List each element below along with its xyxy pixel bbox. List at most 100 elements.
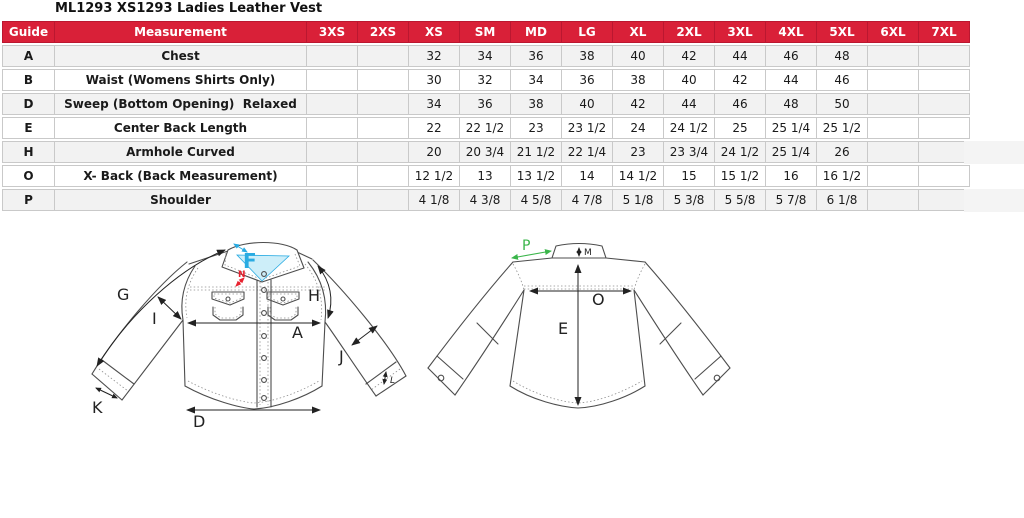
diagram-label-cuff-height: L [390,376,395,386]
measurement-cell: X- Back (Back Measurement) [55,165,307,187]
shoulder-to-armpit-arrow [157,296,182,320]
size-cell: 50 [817,93,868,115]
size-cell [868,189,919,211]
diagram-label-sleeve-width: J [338,347,344,366]
size-cell: 44 [766,69,817,91]
left-chest-pocket [211,291,245,321]
column-header: 2XL [664,21,715,43]
size-cell: 40 [613,45,664,67]
size-cell: 15 [664,165,715,187]
diagram-label-armhole: H [308,286,320,305]
guide-cell: B [2,69,55,91]
size-cell: 24 1/2 [664,117,715,139]
size-cell: 4 7/8 [562,189,613,211]
column-header: Guide [2,21,55,43]
table-row: D Sweep (Bottom Opening) Relaxed 34 36 38 40 4… [2,93,970,115]
size-cell: 5 3/8 [664,189,715,211]
guide-cell: H [2,141,55,163]
cuff-opening-arrow [95,387,118,399]
back-measurements: P M O E [511,238,632,406]
size-cell [919,69,970,91]
size-cell: 34 [460,45,511,67]
size-cell: 25 1/4 [766,117,817,139]
size-cell: 48 [817,45,868,67]
size-cell [919,93,970,115]
column-header: 7XL [919,21,970,43]
size-cell [919,189,970,211]
size-cell: 22 1/4 [562,141,613,163]
size-cell [307,45,358,67]
size-cell [358,189,409,211]
table-row: H Armhole Curved 20 20 3/4 21 1/2 22 1/4 23 23 … [2,141,970,163]
diagram-label-cuff-opening: K [92,398,103,417]
size-cell [307,141,358,163]
size-cell: 48 [766,93,817,115]
size-cell: 16 [766,165,817,187]
column-header: 5XL [817,21,868,43]
column-header: 4XL [766,21,817,43]
size-table: Guide Measurement 3XS 2XS XS SM MD LG XL 2XL 3XL 4X… [2,19,970,213]
table-row: P Shoulder 4 1/8 4 3/8 4 5/8 4 7/8 5 1/8 5 3/8 5… [2,189,970,211]
size-cell: 36 [511,45,562,67]
column-header: SM [460,21,511,43]
size-cell: 26 [817,141,868,163]
measurement-cell: Waist (Womens Shirts Only) [55,69,307,91]
size-cell: 42 [613,93,664,115]
size-cell [868,69,919,91]
front-measurements: G I F N H A J K L D [92,243,395,431]
column-header: 6XL [868,21,919,43]
column-header: Measurement [55,21,307,43]
size-cell: 20 3/4 [460,141,511,163]
size-cell [307,189,358,211]
measurement-cell: Shoulder [55,189,307,211]
measurement-cell: Sweep (Bottom Opening) Relaxed [55,93,307,115]
size-cell [307,117,358,139]
size-cell [307,93,358,115]
measurement-cell: Center Back Length [55,117,307,139]
size-cell [358,93,409,115]
row-stripe-extension [964,141,1024,164]
armhole-arrow [317,265,334,319]
size-cell: 40 [562,93,613,115]
size-cell: 32 [460,69,511,91]
size-cell [868,141,919,163]
size-cell [868,45,919,67]
size-cell [307,165,358,187]
size-cell [358,141,409,163]
guide-cell: P [2,189,55,211]
size-cell [919,165,970,187]
size-cell: 46 [715,93,766,115]
size-cell: 44 [664,93,715,115]
size-cell: 14 1/2 [613,165,664,187]
size-cell: 38 [562,45,613,67]
diagram-label-sleeve-length: G [117,285,129,304]
size-chart-container: Guide Measurement 3XS 2XS XS SM MD LG XL 2XL 3XL 4X… [2,19,970,213]
guide-cell: E [2,117,55,139]
size-cell [358,45,409,67]
size-cell [358,165,409,187]
size-cell: 5 1/8 [613,189,664,211]
size-cell [358,69,409,91]
column-header: 3XS [307,21,358,43]
size-cell: 40 [664,69,715,91]
size-cell: 4 5/8 [511,189,562,211]
size-cell: 12 1/2 [409,165,460,187]
size-cell: 36 [460,93,511,115]
column-header: MD [511,21,562,43]
guide-cell: O [2,165,55,187]
size-cell: 38 [511,93,562,115]
diagram-label-collar-height: M [584,248,592,258]
table-row: B Waist (Womens Shirts Only) 30 32 34 36 38 40 4… [2,69,970,91]
collar-arrow [233,243,248,253]
diagram-label-chest: A [292,323,303,342]
measurement-cell: Armhole Curved [55,141,307,163]
size-cell: 5 7/8 [766,189,817,211]
size-cell: 25 [715,117,766,139]
table-row: E Center Back Length 22 22 1/2 23 23 1/2 24 24 … [2,117,970,139]
column-header: XL [613,21,664,43]
size-cell: 44 [715,45,766,67]
size-cell [868,165,919,187]
column-header: 3XL [715,21,766,43]
size-cell: 23 1/2 [562,117,613,139]
